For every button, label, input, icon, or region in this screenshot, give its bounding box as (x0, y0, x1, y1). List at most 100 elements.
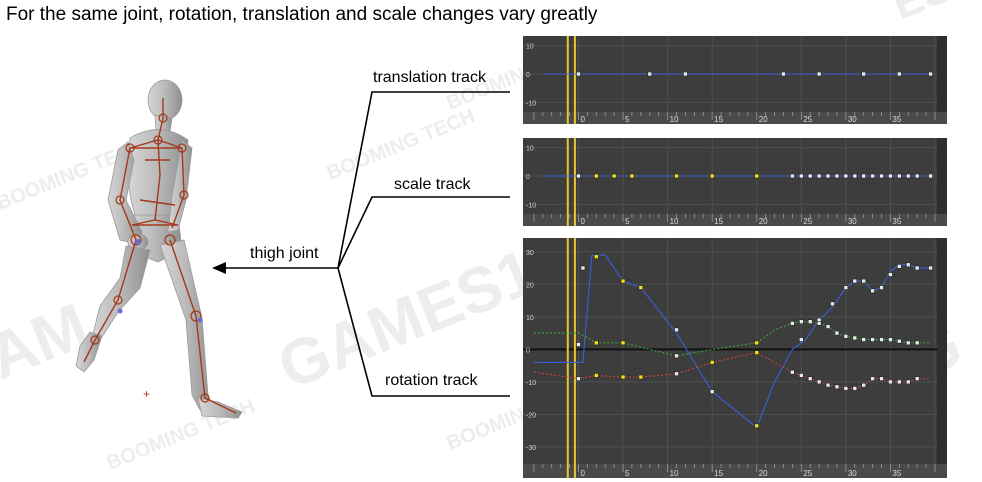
keyframe (870, 376, 875, 381)
y-tick-label: -20 (526, 412, 536, 419)
x-tick-label: 5 (625, 469, 630, 478)
keyframe-selected (674, 173, 679, 179)
keyframe (905, 173, 911, 179)
keyframe (852, 386, 858, 391)
keyframe-selected (594, 254, 599, 259)
keyframe (914, 265, 920, 271)
translation-track-chart[interactable]: 10 0 -10 0 5 10 15 20 25 30 35 (523, 36, 947, 124)
keyframe-selected (620, 278, 626, 284)
y-tick-label: 10 (526, 146, 534, 153)
x-tick-label: 35 (892, 469, 901, 478)
keyframe (834, 330, 840, 336)
keyframe (799, 373, 804, 378)
keyframe (674, 327, 679, 333)
keyframe (816, 321, 822, 326)
keyframe (807, 173, 813, 179)
keyframe-selected (638, 285, 644, 290)
keyframe (852, 278, 858, 284)
keyframe (879, 285, 884, 290)
x-tick-label: 35 (892, 217, 901, 226)
y-tick-label: -10 (526, 100, 536, 107)
keyframe-selected (754, 340, 760, 346)
keyframe (799, 319, 804, 325)
keyframe (861, 337, 866, 342)
thigh-joint-label: thigh joint (250, 245, 319, 262)
keyframe (914, 173, 920, 179)
x-tick-label: 15 (714, 469, 723, 478)
keyframe (647, 71, 653, 77)
keyframe (843, 173, 849, 179)
keyframe (897, 379, 902, 385)
keyframe (799, 173, 804, 179)
keyframe (928, 173, 933, 179)
x-tick-label: 5 (625, 115, 630, 124)
y-tick-label: 0 (526, 347, 530, 354)
keyframe (843, 386, 849, 391)
keyframe (852, 335, 858, 341)
keyframe (928, 71, 933, 77)
keyframe (825, 324, 831, 329)
keyframe-selected (594, 173, 599, 179)
keyframe (834, 384, 840, 390)
keyframe (905, 262, 911, 268)
keyframe (807, 376, 813, 381)
x-tick-label: 30 (848, 469, 857, 478)
keyframe (674, 371, 679, 377)
y-tick-label: 20 (526, 282, 534, 289)
keyframe (861, 71, 866, 77)
keyframe (870, 173, 875, 179)
x-tick-label: 25 (803, 469, 812, 478)
y-tick-label: 0 (526, 174, 530, 181)
slide-title: For the same joint, rotation, translatio… (6, 4, 598, 25)
y-tick-label: -10 (526, 380, 536, 387)
keyframe-selected (754, 423, 760, 429)
keyframe-selected (754, 350, 760, 355)
keyframe (834, 173, 840, 179)
panel-scrollbar (937, 36, 947, 112)
keyframe (816, 71, 822, 77)
keyframe (709, 389, 715, 394)
keyframe-selected (754, 173, 760, 179)
keyframe (683, 71, 688, 77)
x-tick-label: 10 (670, 115, 679, 124)
x-tick-label: 35 (892, 115, 901, 124)
x-tick-label: 25 (803, 217, 812, 226)
keyframe (888, 337, 893, 342)
keyframe (576, 376, 581, 381)
keyframe (870, 337, 875, 342)
keyframe (825, 382, 831, 388)
arrow-head-icon (212, 262, 226, 274)
x-tick-label: 15 (714, 115, 723, 124)
y-tick-label: 30 (526, 250, 534, 257)
x-tick-label: 30 (848, 115, 857, 124)
x-tick-label: 5 (625, 217, 630, 226)
rotation-track-chart[interactable]: 30 20 10 0 -10 -20 -30 0 5 10 15 20 25 30 35 (523, 238, 947, 478)
keyframe-selected (594, 340, 599, 346)
keyframe (905, 379, 911, 385)
x-tick-label: 0 (580, 217, 585, 226)
panel-scrollbar (937, 238, 947, 464)
keyframe-selected (709, 360, 715, 365)
keyframe (879, 337, 884, 342)
panel-background (523, 238, 947, 478)
keyframe (799, 337, 804, 342)
time-ruler (523, 464, 947, 478)
keyframe (888, 272, 893, 277)
x-tick-label: 25 (803, 115, 812, 124)
keyframe (825, 173, 831, 179)
keyframe (807, 319, 813, 325)
keyframe (816, 173, 822, 179)
keyframe (879, 173, 884, 179)
rotation-track-label: rotation track (385, 372, 478, 389)
x-tick-label: 30 (848, 217, 857, 226)
keyframe (816, 379, 822, 385)
x-tick-label: 20 (759, 115, 768, 124)
keyframe (576, 71, 581, 77)
keyframe-selected (638, 374, 644, 380)
x-tick-label: 10 (670, 217, 679, 226)
scale-track-chart[interactable]: 10 0 -10 0 5 10 15 20 25 30 35 (523, 138, 947, 226)
keyframe (843, 285, 849, 290)
keyframe (576, 342, 581, 347)
keyframe (674, 353, 679, 359)
